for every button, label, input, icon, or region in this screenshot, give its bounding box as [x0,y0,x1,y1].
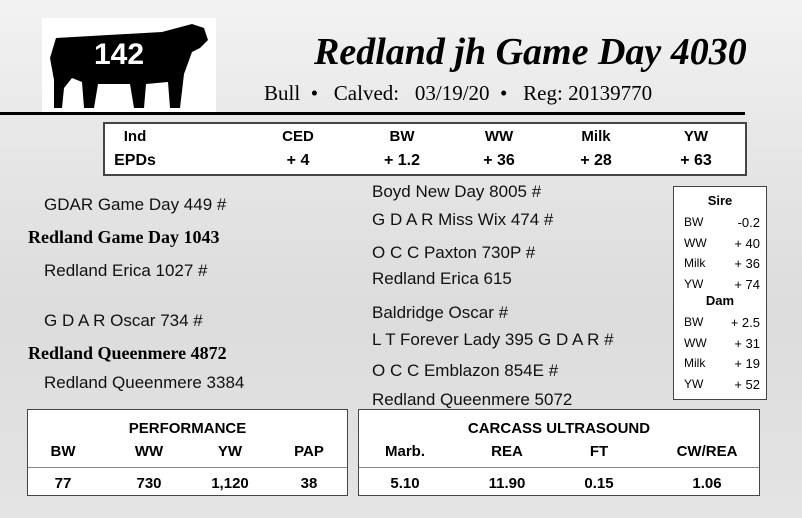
parent-epds: Sire BW -0.2 WW + 40 Milk + 36 YW + 74 Dam BW + 2.5… [673,186,767,400]
cell-value: 11.90 [488,475,526,492]
epd-value: + 4 [286,152,310,169]
pedigree-name: Redland Queenmere 3384 [44,373,245,392]
rule [0,112,745,115]
epd-value: EPDs [114,152,156,169]
trait: Milk [684,256,706,270]
info-line: Bull • Calved: 03/19/20 • Reg: 20139770 [264,81,653,105]
epd-value: + 19 [734,356,760,371]
epd-value: + 36 [483,152,515,169]
column-header: YW [217,443,243,460]
pedigree-name: Redland Queenmere 4872 [28,343,227,363]
pedigree-name: G D A R Miss Wix 474 # [372,210,554,229]
epd-header: CED [282,128,314,145]
pedigree-name: O C C Paxton 730P # [372,243,536,262]
epd-header: YW [683,128,709,145]
pedigree-name: Redland Erica 615 [372,269,512,288]
pedigree-name: Redland Erica 1027 # [44,261,208,280]
trait: BW [684,315,704,329]
lot-number: 142 [94,38,145,71]
performance-table: PERFORMANCE BW 77 WW 730 YW 1,120 PAP 38 [27,409,348,496]
title: Redland jh Game Day 4030 [314,31,747,73]
epd-value: + 52 [734,376,760,392]
epd-header: Ind [123,128,147,145]
reg: 20139770 [568,81,653,105]
cell-value: 730 [136,475,162,492]
cell-value: 38 [300,475,318,492]
epd-value: + 28 [580,152,612,169]
epd-value: + 63 [680,152,712,169]
sex: Bull [264,81,301,105]
trait: BW [684,215,704,229]
pedigree-name: GDAR Game Day 449 # [44,195,227,214]
trait: WW [684,335,707,350]
epd-value: + 40 [734,235,760,251]
epd-value: + 2.5 [730,315,760,330]
cell-value: 1,120 [211,475,249,492]
parent-title: Dam [705,293,735,308]
pedigree-name: Boyd New Day 8005 # [372,182,542,201]
column-header: WW [134,443,164,460]
epd-header: BW [389,128,415,145]
epd-value: -0.2 [737,215,760,230]
reg-label: Reg: [523,81,563,105]
pedigree-name: G D A R Oscar 734 # [44,311,203,330]
column-header: PAP [294,443,324,460]
trait: Milk [684,356,706,370]
cell-value: 5.10 [390,475,420,492]
epd-header: WW [484,128,514,145]
epd-value: + 74 [734,276,760,292]
table-title: PERFORMANCE [128,420,247,437]
column-header: BW [50,443,76,460]
pedigree-name: Redland Game Day 1043 [28,227,220,247]
epd-value: + 1.2 [383,152,421,169]
parent-title: Sire [707,193,733,208]
carcass-table: CARCASS ULTRASOUND Marb. 5.10 REA 11.90 FT 0.1… [358,409,760,496]
column-header: REA [491,443,523,460]
column-header: CW/REA [676,443,738,460]
trait: YW [684,376,704,391]
calved: 03/19/20 [414,81,490,105]
bull-silhouette [50,24,208,108]
cell-value: 77 [54,475,72,492]
cell-value: 0.15 [584,475,614,492]
epd-value: + 31 [734,335,760,351]
pedigree-name: Baldridge Oscar # [372,303,509,322]
divider [28,467,347,468]
trait: WW [684,235,707,250]
calved-label: Calved: [333,81,400,105]
photo-box: 142 [42,18,216,112]
pedigree-name: O C C Emblazon 854E # [372,361,559,380]
table-title: CARCASS ULTRASOUND [467,420,651,437]
divider [359,467,759,468]
epd-table: Ind EPDs CED + 4 BW + 1.2 WW + 36 Milk + 28 YW + 63 [103,122,747,176]
pedigree-name: Redland Queenmere 5072 [372,390,573,409]
cell-value: 1.06 [692,475,722,492]
epd-header: Milk [581,128,611,145]
epd-value: + 36 [734,256,760,271]
column-header: Marb. [384,443,425,460]
column-header: FT [589,443,609,460]
trait: YW [684,276,704,291]
pedigree-name: L T Forever Lady 395 G D A R # [372,330,614,349]
